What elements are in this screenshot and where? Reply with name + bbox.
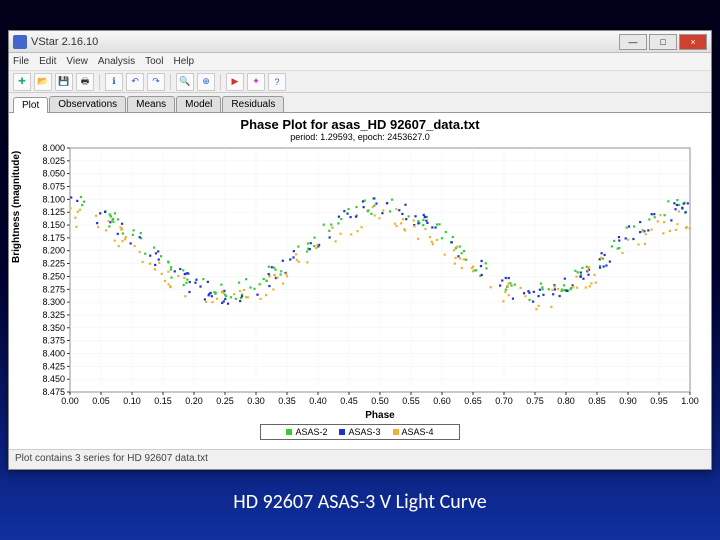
svg-text:8.300: 8.300: [42, 297, 65, 307]
svg-text:0.15: 0.15: [154, 396, 172, 406]
app-icon: [13, 35, 27, 49]
svg-text:0.75: 0.75: [526, 396, 544, 406]
plot-area: Phase Plot for asas_HD 92607_data.txt pe…: [9, 113, 711, 449]
svg-text:8.150: 8.150: [42, 220, 65, 230]
legend-item-asas-4: ASAS-4: [393, 427, 434, 437]
svg-text:0.55: 0.55: [402, 396, 420, 406]
target-icon[interactable]: ⊕: [197, 73, 215, 91]
menu-edit[interactable]: Edit: [39, 56, 56, 67]
svg-text:8.350: 8.350: [42, 323, 65, 333]
menu-help[interactable]: Help: [173, 56, 194, 67]
svg-text:8.200: 8.200: [42, 246, 65, 256]
svg-text:8.450: 8.450: [42, 374, 65, 384]
plot-title: Phase Plot for asas_HD 92607_data.txt: [17, 117, 703, 132]
chart-legend: ASAS-2 ASAS-3 ASAS-4: [260, 424, 460, 440]
svg-text:8.225: 8.225: [42, 259, 65, 269]
tab-residuals[interactable]: Residuals: [222, 96, 284, 112]
svg-text:0.90: 0.90: [619, 396, 637, 406]
svg-text:0.95: 0.95: [650, 396, 668, 406]
y-axis-label: Brightness (magnitude): [11, 151, 22, 263]
svg-text:8.125: 8.125: [42, 207, 65, 217]
svg-text:0.50: 0.50: [371, 396, 389, 406]
svg-text:8.075: 8.075: [42, 182, 65, 192]
svg-text:0.60: 0.60: [433, 396, 451, 406]
svg-text:0.35: 0.35: [278, 396, 296, 406]
window-controls: — □ ×: [619, 34, 707, 50]
vstar-window: VStar 2.16.10 — □ × File Edit View Analysis…: [8, 30, 712, 470]
tab-model[interactable]: Model: [176, 96, 221, 112]
legend-label: ASAS-4: [402, 427, 434, 437]
close-button[interactable]: ×: [679, 34, 707, 50]
svg-text:8.025: 8.025: [42, 156, 65, 166]
titlebar[interactable]: VStar 2.16.10 — □ ×: [9, 31, 711, 53]
menu-tool[interactable]: Tool: [145, 56, 163, 67]
plot-subtitle: period: 1.29593, epoch: 2453627.0: [17, 132, 703, 142]
undo-icon[interactable]: ↶: [126, 73, 144, 91]
svg-text:8.325: 8.325: [42, 310, 65, 320]
svg-text:0.20: 0.20: [185, 396, 203, 406]
minimize-button[interactable]: —: [619, 34, 647, 50]
svg-text:8.250: 8.250: [42, 271, 65, 281]
menu-file[interactable]: File: [13, 56, 29, 67]
play-icon[interactable]: ▶: [226, 73, 244, 91]
legend-marker-icon: [393, 429, 399, 435]
legend-item-asas-3: ASAS-3: [339, 427, 380, 437]
menubar: File Edit View Analysis Tool Help: [9, 53, 711, 71]
menu-view[interactable]: View: [66, 56, 88, 67]
menu-analysis[interactable]: Analysis: [98, 56, 135, 67]
svg-text:0.05: 0.05: [92, 396, 110, 406]
tabstrip: PlotObservationsMeansModelResiduals: [9, 93, 711, 113]
svg-text:8.000: 8.000: [42, 144, 65, 153]
legend-marker-icon: [286, 429, 292, 435]
svg-text:Phase: Phase: [365, 410, 395, 421]
svg-text:0.10: 0.10: [123, 396, 141, 406]
svg-text:8.275: 8.275: [42, 284, 65, 294]
svg-text:1.00: 1.00: [681, 396, 699, 406]
legend-label: ASAS-2: [295, 427, 327, 437]
svg-text:8.100: 8.100: [42, 194, 65, 204]
svg-text:8.375: 8.375: [42, 336, 65, 346]
legend-label: ASAS-3: [348, 427, 380, 437]
svg-text:0.45: 0.45: [340, 396, 358, 406]
svg-text:0.30: 0.30: [247, 396, 265, 406]
svg-text:0.70: 0.70: [495, 396, 513, 406]
svg-text:0.40: 0.40: [309, 396, 327, 406]
svg-text:0.85: 0.85: [588, 396, 606, 406]
slide-caption: HD 92607 ASAS-3 V Light Curve: [0, 490, 720, 514]
open-icon[interactable]: 📂: [34, 73, 52, 91]
svg-text:8.400: 8.400: [42, 348, 65, 358]
zoom-icon[interactable]: 🔍: [176, 73, 194, 91]
slide-background: VStar 2.16.10 — □ × File Edit View Analysis…: [0, 0, 720, 540]
toolbar: ✚📂💾🖶 ℹ↶↷ 🔍⊕ ▶✦?: [9, 71, 711, 93]
svg-text:0.80: 0.80: [557, 396, 575, 406]
legend-item-asas-2: ASAS-2: [286, 427, 327, 437]
legend-marker-icon: [339, 429, 345, 435]
tab-observations[interactable]: Observations: [49, 96, 126, 112]
status-text: Plot contains 3 series for HD 92607 data…: [15, 453, 208, 464]
phase-plot-chart[interactable]: 8.000 8.025 8.050 8.075 8.100 8.125 8.150 8.175…: [17, 144, 703, 422]
pref-icon[interactable]: ✦: [247, 73, 265, 91]
toolbar-separator: [170, 74, 171, 90]
tab-means[interactable]: Means: [127, 96, 175, 112]
help-icon[interactable]: ?: [268, 73, 286, 91]
new-icon[interactable]: ✚: [13, 73, 31, 91]
statusbar: Plot contains 3 series for HD 92607 data…: [9, 449, 711, 467]
window-title: VStar 2.16.10: [31, 36, 619, 48]
tab-plot[interactable]: Plot: [13, 97, 48, 113]
svg-text:8.050: 8.050: [42, 169, 65, 179]
save-icon[interactable]: 💾: [55, 73, 73, 91]
svg-text:0.65: 0.65: [464, 396, 482, 406]
maximize-button[interactable]: □: [649, 34, 677, 50]
svg-text:8.175: 8.175: [42, 233, 65, 243]
svg-text:8.425: 8.425: [42, 361, 65, 371]
svg-text:0.00: 0.00: [61, 396, 79, 406]
print-icon[interactable]: 🖶: [76, 73, 94, 91]
info-icon[interactable]: ℹ: [105, 73, 123, 91]
svg-text:0.25: 0.25: [216, 396, 234, 406]
toolbar-separator: [99, 74, 100, 90]
redo-icon[interactable]: ↷: [147, 73, 165, 91]
toolbar-separator: [220, 74, 221, 90]
